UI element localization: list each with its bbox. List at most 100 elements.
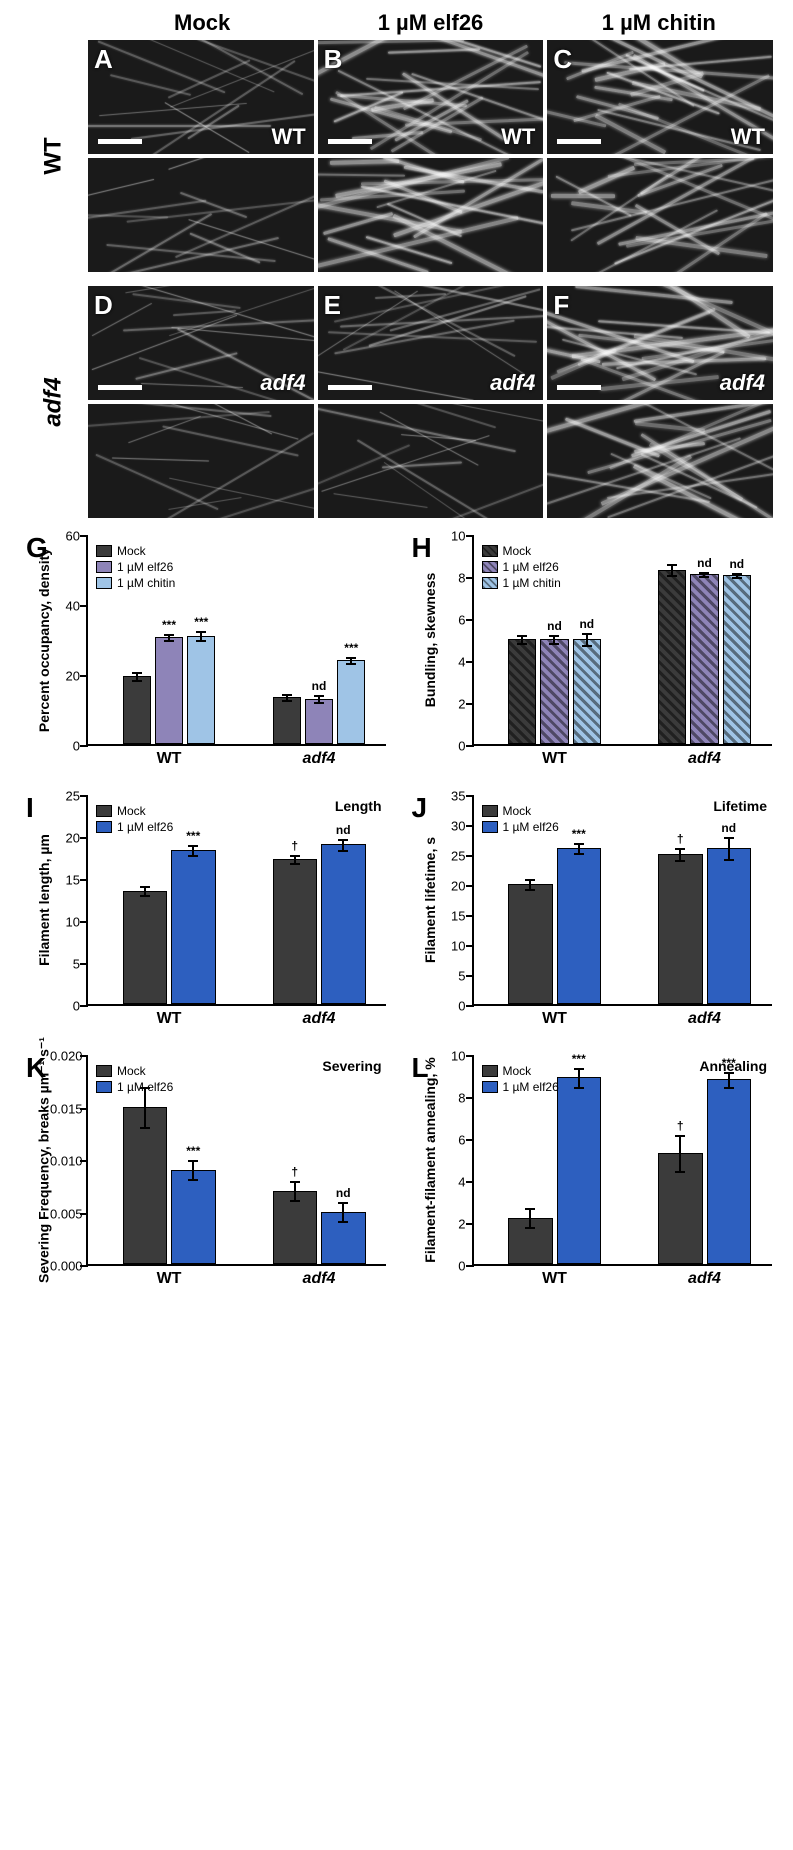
y-tick-label: 0 [50,739,80,754]
legend-swatch [482,545,498,557]
micrograph-cell [88,404,314,518]
error-bar [350,657,352,665]
significance-label: *** [572,827,586,841]
y-tick [466,619,474,621]
chart-bar: *** [557,1077,602,1264]
y-tick-label: 0.015 [50,1101,80,1116]
error-bar [342,1202,344,1223]
chart-bar [508,884,553,1004]
micrograph-grid-adf4: Dadf4Eadf4Fadf4 [88,286,773,518]
significance-label: *** [344,641,358,655]
legend-label: Mock [117,544,146,558]
y-tick [466,1223,474,1225]
y-tick-label: 0 [50,999,80,1014]
legend-item: 1 µM elf26 [482,820,559,834]
y-tick-label: 0.000 [50,1259,80,1274]
significance-label: *** [194,615,208,629]
y-tick-label: 40 [50,599,80,614]
y-tick [80,795,88,797]
plot-area: Filament-filament annealing, %0246810***… [472,1056,772,1266]
y-tick-label: 5 [50,957,80,972]
significance-label: *** [186,829,200,843]
panel-letter: C [553,44,572,75]
significance-label: nd [697,556,712,570]
chart-bar [508,639,536,744]
y-tick [466,1005,474,1007]
y-tick [80,675,88,677]
micrograph-cell [547,404,773,518]
legend-item: 1 µM elf26 [96,820,173,834]
y-tick-label: 0.005 [50,1206,80,1221]
panel-letter: F [553,290,569,321]
y-tick-label: 10 [50,915,80,930]
x-group-label: WT [157,750,182,768]
chart-bar: *** [707,1079,752,1264]
col-header-chitin: 1 µM chitin [545,10,773,36]
chart-bar [508,1218,553,1264]
col-header-mock: Mock [88,10,316,36]
chart-legend: Mock 1 µM elf26 1 µM chitin [96,544,175,592]
error-bar [168,634,170,642]
significance-label: nd [579,617,594,631]
legend-swatch [482,561,498,573]
significance-label: *** [722,1056,736,1070]
y-tick-label: 15 [436,909,466,924]
plot-area: Filament length, µm0510152025***WT†ndadf… [86,796,386,1006]
charts-grid: GPercent occupancy, density0204060******… [38,536,773,1294]
genotype-label: WT [501,124,535,150]
significance-label: nd [336,1186,351,1200]
chart-bar: nd [305,699,333,745]
y-tick-label: 6 [436,1133,466,1148]
error-bar [679,1135,681,1173]
legend-label: 1 µM elf26 [503,820,559,834]
y-axis-label: Bundling, skewness [422,573,438,708]
error-bar [578,843,580,855]
legend-item: Mock [482,804,559,818]
significance-label: *** [572,1052,586,1066]
error-bar [192,845,194,857]
significance-label: † [291,1165,298,1179]
legend-item: Mock [96,804,173,818]
y-tick-label: 10 [436,939,466,954]
significance-label: nd [729,557,744,571]
genotype-label: WT [271,124,305,150]
chart-bar [123,1107,168,1265]
y-tick-label: 10 [436,529,466,544]
legend-swatch [482,577,498,589]
error-bar [703,572,705,578]
error-bar [144,886,146,898]
x-group-label: adf4 [688,1010,721,1028]
chart-bar: nd [707,848,752,1004]
legend-item: 1 µM chitin [482,576,561,590]
y-tick-label: 2 [436,1217,466,1232]
error-bar [578,1068,580,1089]
legend-swatch [96,577,112,589]
chart-bar: *** [155,637,183,744]
legend-swatch [96,1081,112,1093]
genotype-label: WT [731,124,765,150]
legend-item: Mock [96,1064,173,1078]
genotype-label: adf4 [720,370,765,396]
legend-label: 1 µM elf26 [117,820,173,834]
y-tick [80,1005,88,1007]
legend-item: 1 µM elf26 [96,1080,173,1094]
scale-bar [98,385,142,390]
chart-bar: *** [337,660,365,744]
y-tick [466,661,474,663]
y-tick [466,825,474,827]
chart-letter: J [412,792,428,824]
legend-label: 1 µM chitin [117,576,175,590]
error-bar [521,635,523,646]
legend-label: Mock [503,804,532,818]
significance-label: nd [312,679,327,693]
chart-bar [273,697,301,744]
legend-item: 1 µM elf26 [482,560,561,574]
plot-area: Filament lifetime, s05101520253035***WT†… [472,796,772,1006]
legend-label: Mock [117,804,146,818]
legend-label: 1 µM elf26 [503,560,559,574]
chart-legend: Mock1 µM elf26 [482,1064,559,1096]
y-tick [466,745,474,747]
chart-bar: † [658,1153,703,1264]
micrograph-cell [318,404,544,518]
legend-item: 1 µM elf26 [96,560,175,574]
